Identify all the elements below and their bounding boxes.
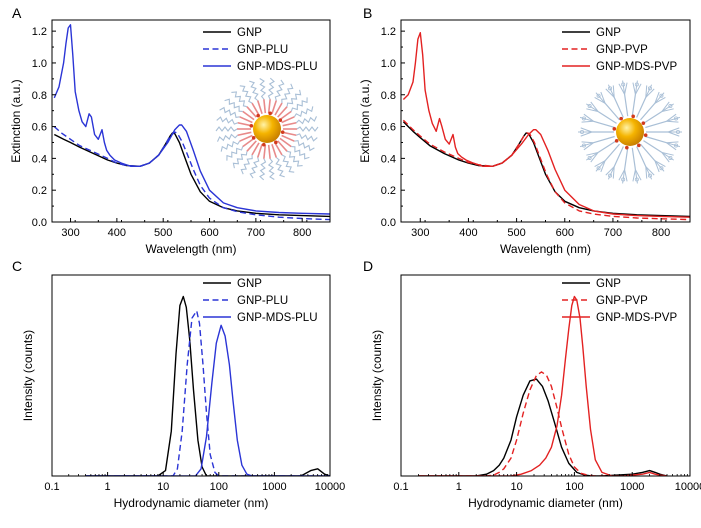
- y-tick-label: 0.0: [32, 217, 47, 229]
- series-line-gnp-plu: [85, 310, 330, 476]
- y-tick-label: 0.4: [381, 153, 396, 165]
- panel-B: B 300 400 500 600 700 800 0.0 0.2 0.4 0.6 0.8 1.0 1.2…: [358, 5, 691, 256]
- legend: GNP GNP-PLU GNP-MDS-PLU: [203, 278, 318, 324]
- legend-label: GNP: [596, 278, 621, 290]
- x-tick-label: 800: [293, 227, 311, 239]
- y-tick-label: 0.8: [32, 90, 47, 102]
- y-axis-title: Intensity (counts): [21, 330, 35, 421]
- panel-letter: B: [363, 5, 372, 21]
- x-tick-label: 800: [652, 227, 670, 239]
- y-tick-label: 0.4: [32, 153, 47, 165]
- y-tick-label: 1.0: [381, 58, 396, 70]
- legend-label: GNP: [237, 27, 262, 39]
- branched-polymer-inset-illustration: [578, 80, 682, 184]
- x-tick-label: 1: [456, 481, 462, 493]
- x-axis-title: Hydrodynamic diameter (nm): [114, 496, 269, 510]
- x-tick-label: 10000: [315, 481, 346, 493]
- series-line-gnp: [85, 295, 330, 476]
- plot-frame: [51, 19, 331, 223]
- panel-letter: A: [12, 5, 22, 21]
- y-tick-label: 0.6: [381, 122, 396, 134]
- x-tick-label: 600: [200, 227, 218, 239]
- series-group: [402, 32, 690, 221]
- series-line-gnp-plu: [53, 126, 330, 221]
- legend-label: GNP-MDS-PVP: [596, 61, 677, 73]
- x-axis-title: Wavelength (nm): [500, 242, 591, 256]
- gold-nanoparticle: [253, 115, 281, 143]
- series-line-gnp-mds-pvp: [402, 32, 690, 218]
- series-group: [85, 295, 330, 476]
- x-tick-label: 400: [459, 227, 477, 239]
- y-tick-label: 0.6: [32, 122, 47, 134]
- legend: GNP GNP-PVP GNP-MDS-PVP: [562, 27, 677, 73]
- x-tick-label: 10: [510, 481, 522, 493]
- x-tick-label: 10000: [675, 481, 701, 493]
- x-axis-title: Wavelength (nm): [146, 242, 237, 256]
- x-tick-label: 0.1: [44, 481, 59, 493]
- legend: GNP GNP-PVP GNP-MDS-PVP: [562, 278, 677, 324]
- x-tick-label: 500: [154, 227, 172, 239]
- panel-letter: D: [363, 258, 373, 274]
- plot-frame: [400, 274, 691, 477]
- x-axis-title: Hydrodynamic diameter (nm): [468, 496, 623, 510]
- x-tick-label: 100: [210, 481, 228, 493]
- legend-label: GNP-PVP: [596, 44, 648, 56]
- micelle-inset-illustration: [215, 77, 319, 181]
- legend-label: GNP: [237, 278, 262, 290]
- x-tick-label: 1: [105, 481, 111, 493]
- series-group: [418, 295, 668, 476]
- legend-label: GNP-PVP: [596, 295, 648, 307]
- series-line-gnp-pvp: [418, 371, 610, 476]
- series-line-gnp: [418, 378, 668, 476]
- y-axis-title: Intensity (counts): [370, 330, 384, 421]
- legend: GNP GNP-PLU GNP-MDS-PLU: [203, 27, 318, 73]
- y-tick-label: 0.0: [381, 217, 396, 229]
- x-tick-label: 600: [556, 227, 574, 239]
- x-tick-label: 10: [157, 481, 169, 493]
- series-line-gnp-mds-plu: [53, 24, 330, 215]
- legend-label: GNP-PLU: [237, 295, 288, 307]
- legend-label: GNP-MDS-PLU: [237, 61, 318, 73]
- legend-label: GNP: [596, 27, 621, 39]
- y-tick-label: 1.0: [32, 58, 47, 70]
- x-tick-label: 500: [507, 227, 525, 239]
- y-axis-title: Extinction (a.u.): [358, 79, 372, 162]
- y-tick-label: 0.2: [32, 185, 47, 197]
- y-tick-label: 0.2: [381, 185, 396, 197]
- x-tick-label: 300: [411, 227, 429, 239]
- x-tick-label: 400: [108, 227, 126, 239]
- x-tick-label: 700: [604, 227, 622, 239]
- x-tick-label: 0.1: [393, 481, 408, 493]
- panel-A: A 300 400 500 600 700 800 0.0 0.2 0.4 0.6 0.8 1.0 1.2…: [9, 5, 331, 256]
- series-group: [53, 24, 330, 221]
- series-line-gnp-mds-plu: [85, 324, 330, 476]
- y-axis-title: Extinction (a.u.): [9, 79, 23, 162]
- series-line-gnp-mds-pvp: [418, 295, 668, 476]
- panel-C: C 0.1 1 10 100 1000 10000 Hydrodynamic diameter…: [12, 258, 345, 510]
- y-tick-label: 1.2: [32, 26, 47, 38]
- series-line-gnp-pvp: [402, 119, 690, 221]
- legend-label: GNP-PLU: [237, 44, 288, 56]
- gold-nanoparticle: [616, 118, 644, 146]
- x-tick-label: 300: [61, 227, 79, 239]
- legend-label: GNP-MDS-PVP: [596, 312, 677, 324]
- x-tick-label: 1000: [262, 481, 286, 493]
- panel-D: D 0.1 1 10 100 1000 10000 Hydrodynamic diameter…: [363, 258, 701, 510]
- x-tick-label: 1000: [620, 481, 644, 493]
- plot-frame: [51, 274, 331, 477]
- x-tick-label: 700: [247, 227, 265, 239]
- x-tick-label: 100: [565, 481, 583, 493]
- legend-label: GNP-MDS-PLU: [237, 312, 318, 324]
- y-tick-label: 0.8: [381, 90, 396, 102]
- y-tick-label: 1.2: [381, 26, 396, 38]
- panel-letter: C: [12, 258, 22, 274]
